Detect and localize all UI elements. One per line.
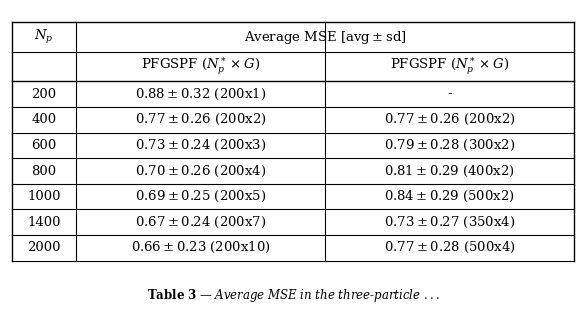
Text: $0.69 \pm 0.25$ (200x5): $0.69 \pm 0.25$ (200x5) bbox=[135, 189, 267, 204]
Text: $0.77 \pm 0.28$ (500x4): $0.77 \pm 0.28$ (500x4) bbox=[384, 240, 516, 255]
Text: Average MSE $[\mathrm{avg} \pm \mathrm{sd}]$: Average MSE $[\mathrm{avg} \pm \mathrm{s… bbox=[244, 29, 407, 45]
Text: $0.73 \pm 0.27$ (350x4): $0.73 \pm 0.27$ (350x4) bbox=[384, 215, 516, 230]
Text: $N_p$: $N_p$ bbox=[35, 28, 54, 46]
Text: $0.77 \pm 0.26$ (200x2): $0.77 \pm 0.26$ (200x2) bbox=[384, 112, 516, 127]
Text: PFGSPF ($N_p^* \times G$): PFGSPF ($N_p^* \times G$) bbox=[141, 56, 260, 77]
Text: $0.79 \pm 0.28$ (300x2): $0.79 \pm 0.28$ (300x2) bbox=[384, 138, 516, 153]
Text: $0.84 \pm 0.29$ (500x2): $0.84 \pm 0.29$ (500x2) bbox=[384, 189, 515, 204]
Text: 800: 800 bbox=[32, 164, 57, 177]
Text: $0.73 \pm 0.24$ (200x3): $0.73 \pm 0.24$ (200x3) bbox=[135, 138, 267, 153]
Text: 2000: 2000 bbox=[28, 241, 61, 254]
Text: 600: 600 bbox=[32, 139, 57, 152]
Text: $0.66 \pm 0.23$ (200x10): $0.66 \pm 0.23$ (200x10) bbox=[131, 240, 271, 255]
Text: 1400: 1400 bbox=[28, 216, 61, 229]
Text: PFGSPF ($N_p^* \times G$): PFGSPF ($N_p^* \times G$) bbox=[390, 56, 509, 77]
Text: 400: 400 bbox=[32, 113, 57, 126]
Text: $0.77 \pm 0.26$ (200x2): $0.77 \pm 0.26$ (200x2) bbox=[135, 112, 267, 127]
Text: $0.67 \pm 0.24$ (200x7): $0.67 \pm 0.24$ (200x7) bbox=[135, 215, 267, 230]
Text: $0.81 \pm 0.29$ (400x2): $0.81 \pm 0.29$ (400x2) bbox=[384, 163, 515, 178]
Text: 1000: 1000 bbox=[28, 190, 61, 203]
Text: 200: 200 bbox=[32, 87, 57, 100]
Text: $0.70 \pm 0.26$ (200x4): $0.70 \pm 0.26$ (200x4) bbox=[135, 163, 267, 178]
Text: -: - bbox=[448, 87, 452, 100]
Text: $\mathbf{Table\ 3}$ — $\mathit{Average\ MSE\ in\ the\ three\text{-}particle\ ...: $\mathbf{Table\ 3}$ — $\mathit{Average\ … bbox=[146, 287, 440, 304]
Text: $0.88 \pm 0.32$ (200x1): $0.88 \pm 0.32$ (200x1) bbox=[135, 86, 267, 102]
